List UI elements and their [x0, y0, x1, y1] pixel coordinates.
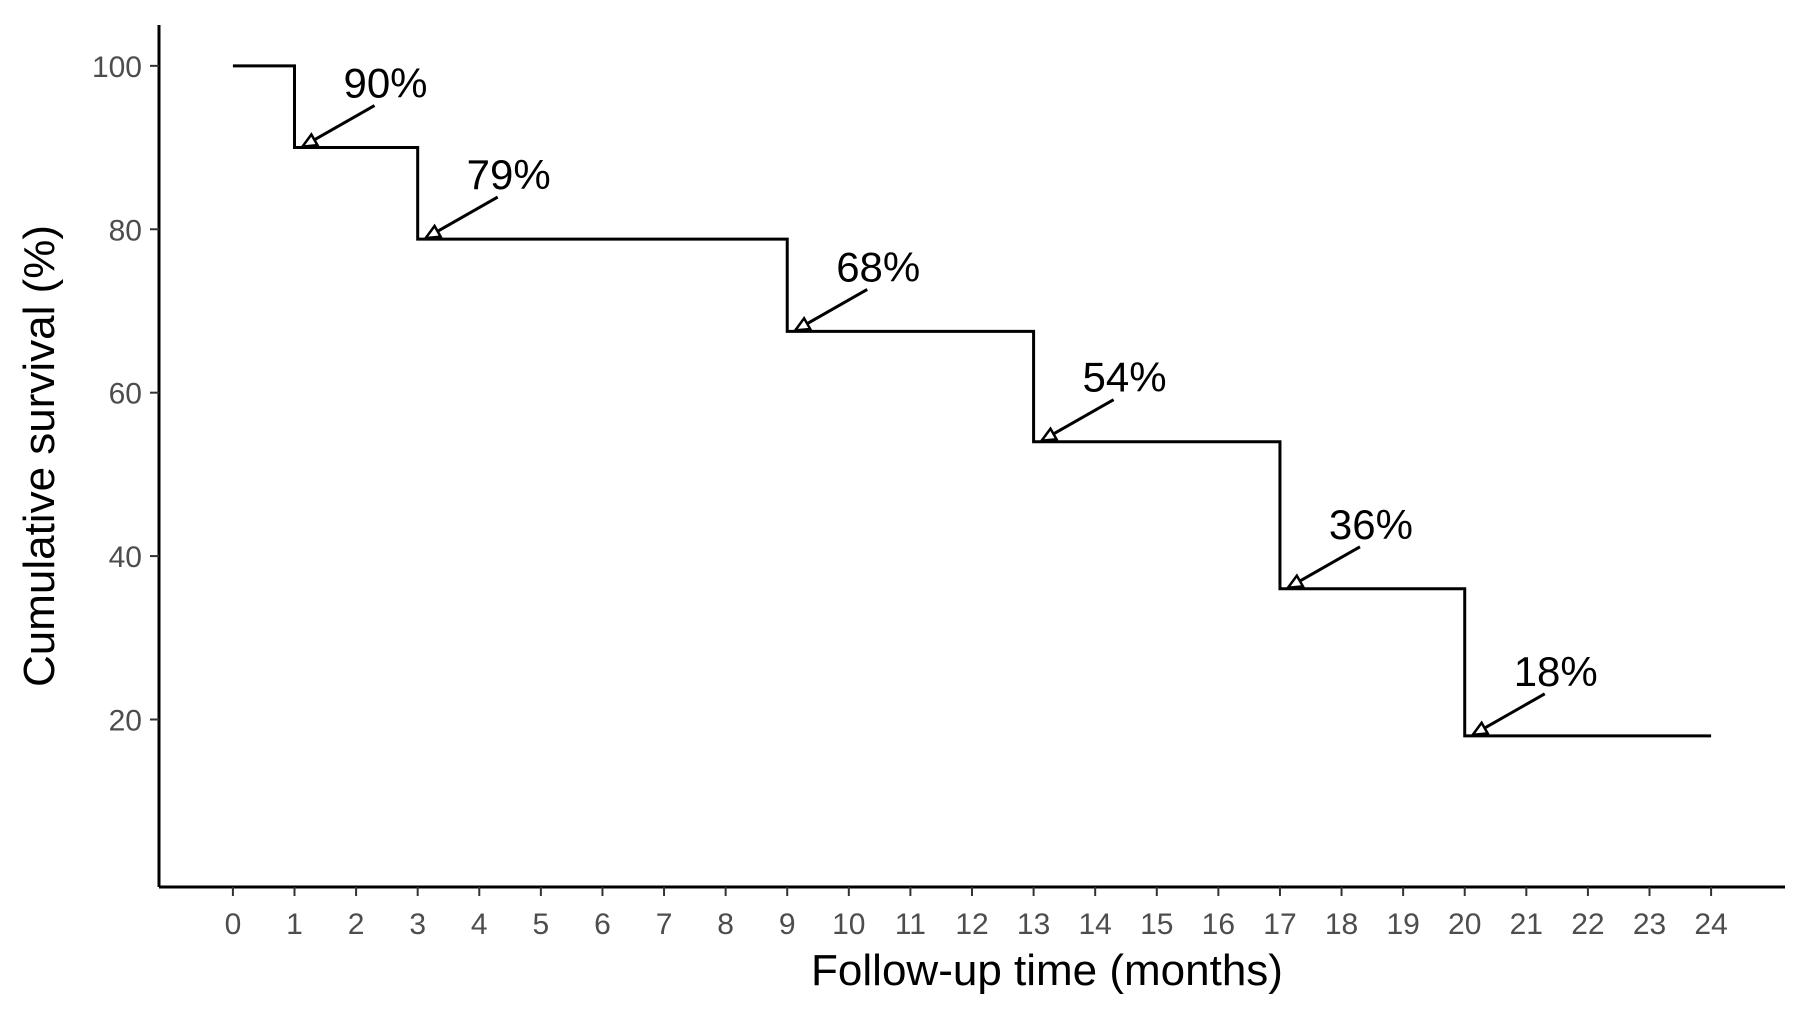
x-tick-label: 13	[1017, 908, 1050, 941]
x-tick-label: 11	[895, 908, 926, 941]
x-tick-label: 22	[1571, 908, 1604, 941]
x-tick-label: 1	[286, 908, 303, 941]
x-tick-label: 4	[471, 908, 488, 941]
x-tick-label: 14	[1078, 908, 1111, 941]
x-tick-label: 23	[1633, 908, 1666, 941]
annotation-label: 90%	[343, 60, 427, 107]
x-tick-label: 21	[1510, 908, 1543, 941]
annotation-arrowhead	[1038, 426, 1059, 443]
plot-marks: 90% 79% 68% 54% 36% 18%	[232, 60, 1712, 738]
annotation-arrowhead	[1285, 573, 1305, 590]
x-tick-label: 8	[717, 908, 734, 941]
annotation-label: 36%	[1329, 501, 1413, 548]
x-tick-label: 12	[955, 908, 988, 941]
x-tick-label: 7	[656, 908, 673, 941]
annotation-arrowhead	[792, 316, 813, 332]
y-axis-title: Cumulative survival (%)	[15, 225, 64, 687]
x-tick-label: 18	[1325, 908, 1358, 941]
x-axis-title: Follow-up time (months)	[811, 946, 1283, 995]
x-tick-label: 5	[533, 908, 550, 941]
y-tick-label: 60	[109, 378, 142, 411]
x-tick-label: 17	[1263, 908, 1296, 941]
annotation-label: 18%	[1514, 648, 1598, 695]
annotation-arrowhead	[423, 223, 443, 240]
y-tick-label: 100	[92, 51, 142, 84]
x-tick-label: 24	[1694, 908, 1727, 941]
y-tick-label: 80	[109, 214, 142, 247]
annotation-arrowhead	[299, 132, 320, 149]
x-tick-label: 10	[832, 908, 865, 941]
x-tick-label: 19	[1386, 908, 1419, 941]
annotation-arrowhead	[1470, 720, 1490, 737]
annotation-label: 79%	[467, 151, 551, 198]
y-tick-label: 40	[109, 541, 142, 574]
x-tick-label: 2	[348, 908, 365, 941]
x-tick-label: 9	[779, 908, 796, 941]
annotation-label: 54%	[1083, 354, 1167, 401]
x-tick-label: 6	[594, 908, 611, 941]
axes: 0 1 2 3 4 5 6 7 8 9 10 11 12 13 14 15 16 17 18 19 20 21 22 23 24…	[92, 25, 1785, 941]
x-tick-label: 15	[1140, 908, 1173, 941]
x-tick-label: 20	[1448, 908, 1481, 941]
x-tick-label: 3	[409, 908, 426, 941]
survival-step-line	[232, 64, 1712, 738]
y-tick-label: 20	[109, 705, 142, 738]
x-tick-label: 0	[225, 908, 242, 941]
annotation-label: 68%	[836, 243, 920, 290]
x-tick-label: 16	[1202, 908, 1235, 941]
